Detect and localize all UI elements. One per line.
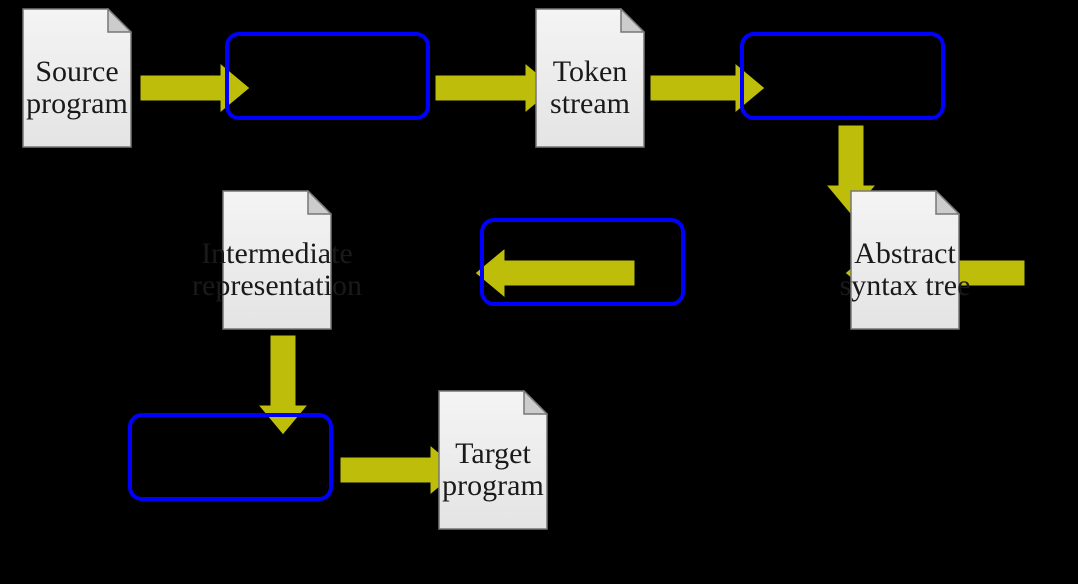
process-box [480,218,685,306]
flowchart: Source program Token stream Abstract syn… [0,0,1078,584]
process-box [740,32,945,120]
document-label: Abstract syntax tree [840,238,971,301]
process-box [128,413,333,501]
document-label: Target program [442,438,544,501]
process-box [225,32,430,120]
document-label: Token stream [550,56,630,119]
document-label: Source program [26,56,128,119]
document-label: Intermediate representation [192,238,362,301]
